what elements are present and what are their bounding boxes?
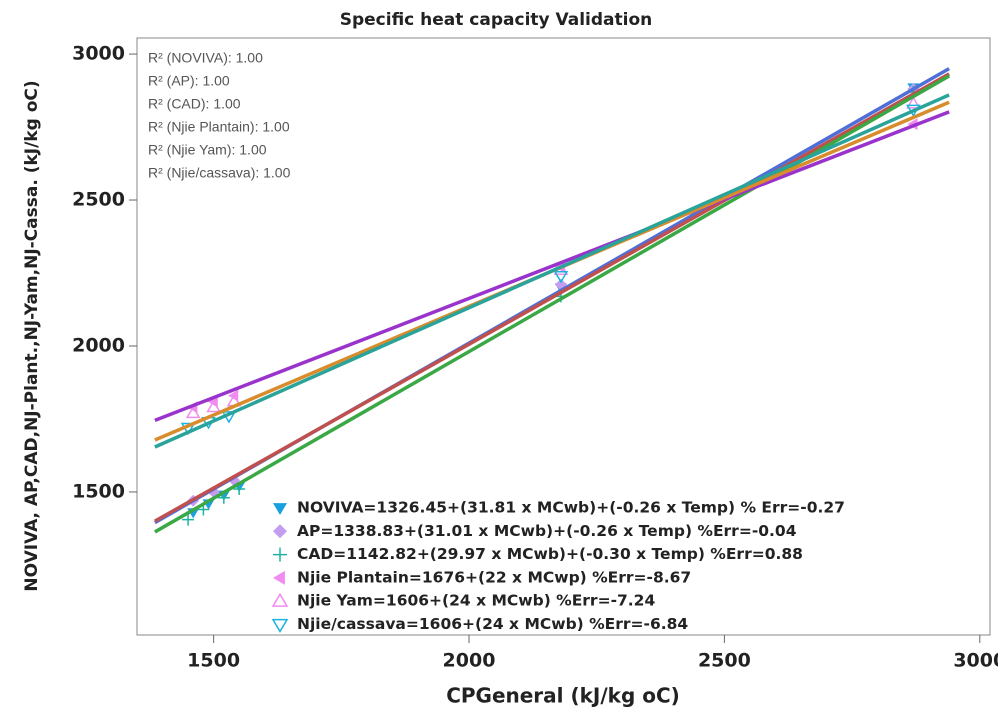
chart-title: Specific heat capacity Validation [340, 10, 653, 30]
x-tick-label: 2000 [443, 650, 496, 672]
legend-marker [271, 618, 289, 633]
legend-label: NOVIVA=1326.45+(31.81 x MCwb)+(-0.26 x T… [297, 499, 845, 517]
r2-annotation: R² (AP): 1.00 [148, 73, 230, 89]
legend-label: AP=1338.83+(31.01 x MCwb)+(-0.26 x Temp)… [297, 522, 797, 540]
r2-annotation: R² (Njie Plantain): 1.00 [148, 119, 290, 135]
y-tick-label: 3000 [72, 43, 125, 65]
x-tick-label: 1500 [187, 650, 240, 672]
y-tick-label: 2000 [72, 334, 125, 356]
legend-marker [271, 592, 289, 607]
y-tick-label: 2500 [72, 189, 125, 211]
y-tick-label: 1500 [72, 480, 125, 502]
legend-label: Njie Plantain=1676+(22 x MCwp) %Err=-8.6… [297, 568, 691, 586]
fit-line [154, 74, 951, 534]
x-tick-label: 2500 [698, 650, 751, 672]
point [206, 399, 221, 413]
r2-annotation: R² (Njie/cassava): 1.00 [148, 165, 291, 181]
x-tick-label: 3000 [953, 650, 998, 672]
y-axis-label: NOVIVA, AP,CAD,NJ-Plant.,NJ-Yam,NJ-Cassa… [22, 80, 42, 591]
x-axis-label: CPGeneral (kJ/kg oC) [446, 684, 680, 708]
legend-label: Njie/cassava=1606+(24 x MCwb) %Err=-6.84 [297, 615, 688, 633]
point [182, 513, 195, 526]
fit-line [154, 93, 950, 449]
legend-marker [273, 524, 287, 539]
point [907, 118, 918, 131]
legend-label: CAD=1142.82+(29.97 x MCwb)+(-0.30 x Temp… [297, 545, 803, 563]
legend-marker [273, 503, 287, 515]
legend-marker [273, 547, 287, 562]
fit-line [154, 72, 950, 523]
r2-annotation: R² (CAD): 1.00 [148, 96, 241, 112]
point [906, 96, 921, 109]
point [185, 405, 201, 419]
fit-line [154, 110, 950, 423]
legend-marker [273, 570, 285, 585]
r2-annotation: R² (Njie Yam): 1.00 [148, 142, 267, 158]
plot-frame [136, 37, 991, 636]
r2-annotation: R² (NOVIVA): 1.00 [148, 50, 263, 66]
point [553, 270, 569, 284]
legend-label: Njie Yam=1606+(24 x MCwb) %Err=-7.24 [297, 592, 655, 610]
